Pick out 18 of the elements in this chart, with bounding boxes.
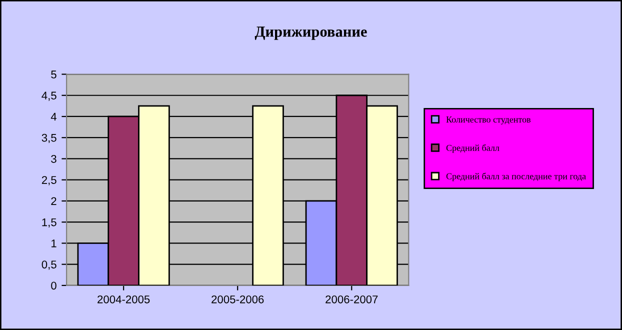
chart-title: Дирижирование <box>254 26 367 40</box>
y-tick-label: 0 <box>51 282 56 290</box>
y-tick-label: 2,5 <box>42 176 56 186</box>
y-tick-label: 5 <box>51 70 56 78</box>
x-tick-label: 2005-2006 <box>212 295 264 304</box>
y-tick-label: 1,5 <box>42 218 56 228</box>
x-tick-label: 2004-2005 <box>98 295 150 304</box>
y-tick-label: 0,5 <box>42 260 56 270</box>
y-tick-label: 4 <box>50 112 57 121</box>
legend-label: Средний балл <box>446 144 500 153</box>
y-tick-label: 2 <box>51 197 56 205</box>
legend-label: Средний балл за последние три года <box>446 172 586 182</box>
x-tick-label: 2006-2007 <box>326 295 378 304</box>
y-tick-label: 3 <box>51 154 56 163</box>
y-tick-label: 1 <box>52 240 56 248</box>
y-tick-label: 4,5 <box>42 92 56 101</box>
y-tick-label: 3,5 <box>42 134 56 144</box>
legend-label: Количество студентов <box>446 116 531 124</box>
